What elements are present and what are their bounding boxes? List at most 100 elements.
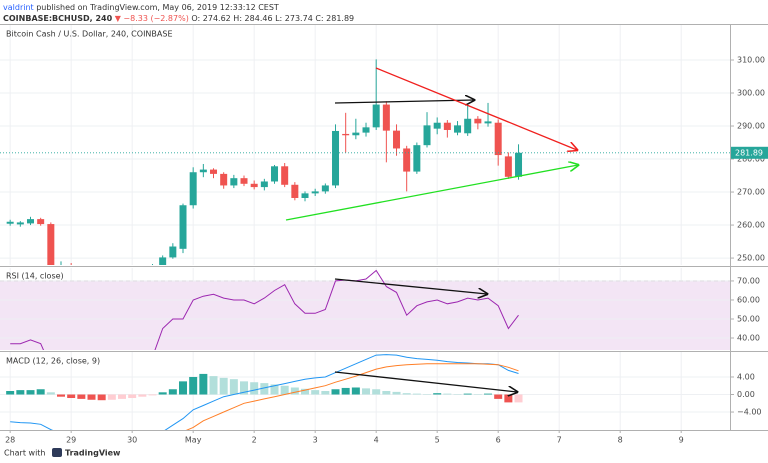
histogram-bar <box>301 388 310 395</box>
candle-body <box>403 148 411 172</box>
candle-body <box>301 193 309 198</box>
candle-body <box>6 221 14 224</box>
y-tick-label: 70.00 <box>737 276 760 285</box>
histogram-bar <box>443 393 452 395</box>
histogram-bar <box>351 387 360 395</box>
candle-body <box>119 271 126 275</box>
ohlc: O: 274.62 H: 284.46 L: 273.74 C: 281.89 <box>191 14 354 23</box>
histogram-bar <box>240 381 249 395</box>
annotations <box>285 67 578 392</box>
histogram-bar <box>402 393 411 395</box>
x-tick-label: 28 <box>5 436 15 445</box>
candle-body <box>199 169 207 173</box>
axis: −4.00 0.00 4.00 28 29 30 May 2 3 4 5 6 7 8 9 <box>5 372 761 444</box>
candle-body <box>372 104 380 128</box>
histogram-bar <box>372 389 381 395</box>
histogram-bar <box>484 393 493 395</box>
histogram-bar <box>36 389 45 395</box>
histogram-bar <box>6 391 15 395</box>
histogram-bar <box>46 392 55 395</box>
histogram-bar <box>229 379 238 395</box>
histogram-bar <box>26 390 35 395</box>
y-tick-label: 0.00 <box>737 390 755 399</box>
histogram-bar <box>77 394 86 399</box>
y-tick-label: 290.00 <box>737 122 765 131</box>
y-tick-label: 4.00 <box>737 372 755 381</box>
candle-body <box>169 246 177 258</box>
candle-body <box>311 191 319 194</box>
histogram-bar <box>67 394 76 399</box>
candle-body <box>16 222 24 225</box>
histogram-bar <box>189 376 198 395</box>
candle-body <box>189 172 197 206</box>
candle-body <box>474 118 482 124</box>
histogram-bar <box>107 394 116 400</box>
histogram-bar <box>118 394 127 399</box>
histogram-bar <box>362 388 371 395</box>
trend-line <box>375 67 577 150</box>
histogram-bar <box>321 391 330 395</box>
candle-body <box>454 125 462 133</box>
histogram-bar <box>148 394 157 396</box>
y-tick-label: 300.00 <box>737 89 765 98</box>
candle-body <box>179 205 187 249</box>
histogram-bar <box>57 394 66 397</box>
x-tick-label: 8 <box>618 436 623 445</box>
trend-line <box>334 100 474 103</box>
histogram-bar <box>219 377 228 395</box>
histogram-bar <box>138 394 147 397</box>
footer-brand: TradingView <box>65 449 121 458</box>
histogram-bar <box>199 373 208 395</box>
histogram-bar <box>260 383 269 395</box>
candle-body <box>291 184 299 198</box>
candle-body <box>504 156 512 177</box>
candle-body <box>210 169 218 174</box>
candle-body <box>149 266 156 274</box>
candle-body <box>108 271 115 278</box>
candle-body <box>281 166 289 185</box>
logo <box>52 448 62 457</box>
candle-body <box>271 166 279 182</box>
y-tick-label: 310.00 <box>737 55 765 64</box>
header-line: valdrint published on TradingView.com, M… <box>3 3 279 12</box>
histogram-bar <box>504 394 513 403</box>
histogram-bar <box>168 389 177 395</box>
candle-body <box>443 122 451 130</box>
y-tick-label: −4.00 <box>737 408 762 417</box>
candle-body <box>515 152 523 177</box>
histogram-bar <box>280 385 289 395</box>
candle-body <box>342 133 350 136</box>
x-tick-label: 5 <box>435 436 440 445</box>
histogram-bar <box>290 387 299 395</box>
candle-body <box>139 274 146 277</box>
last-price-box <box>731 146 768 159</box>
histogram-bar <box>179 381 188 395</box>
last-price-label: 281.89 <box>735 148 763 157</box>
candle-body <box>382 104 390 131</box>
x-tick-label: 2 <box>252 436 257 445</box>
histogram-bar <box>128 394 137 399</box>
published: published on TradingView.com, May 06, 20… <box>36 3 279 12</box>
line <box>185 363 519 430</box>
candle-body <box>250 183 258 188</box>
histogram-bar <box>412 393 421 395</box>
pane <box>0 352 730 430</box>
histogram-bar <box>270 384 279 395</box>
histogram-bar <box>158 392 167 395</box>
candle-body <box>352 132 360 136</box>
candle-body <box>78 268 85 271</box>
candle-body <box>27 219 35 224</box>
histogram-bar <box>382 391 391 395</box>
y-tick-label: 260.00 <box>737 221 765 230</box>
x-tick-label: 7 <box>557 436 562 445</box>
symbol: COINBASE:BCHUSD, 240 <box>3 14 113 23</box>
candle-body <box>393 130 401 149</box>
axis: 250.00 260.00 270.00 280.00 290.00 300.00 310.… <box>730 55 768 263</box>
pane <box>0 25 730 278</box>
histogram-bar <box>16 390 25 395</box>
candle-body <box>47 224 55 265</box>
pane-title: RSI (14, close) <box>6 272 64 281</box>
histogram-bar <box>341 387 350 395</box>
candle-body <box>362 127 370 133</box>
